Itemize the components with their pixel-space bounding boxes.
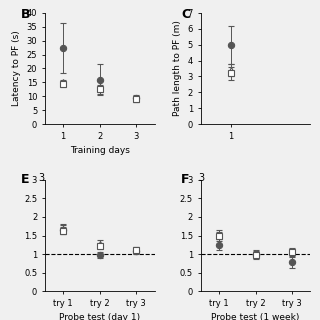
Text: E: E: [21, 173, 29, 186]
Y-axis label: Latency to PF (s): Latency to PF (s): [12, 31, 21, 106]
X-axis label: Training days: Training days: [70, 146, 130, 155]
Text: 3: 3: [198, 173, 204, 183]
Y-axis label: Path length to PF (m): Path length to PF (m): [173, 20, 182, 116]
Text: C: C: [181, 8, 190, 21]
X-axis label: Probe test (1 week): Probe test (1 week): [211, 313, 300, 320]
Text: F: F: [181, 173, 189, 186]
Text: 3: 3: [38, 173, 44, 183]
X-axis label: Probe test (day 1): Probe test (day 1): [59, 313, 140, 320]
Text: B: B: [21, 8, 30, 21]
